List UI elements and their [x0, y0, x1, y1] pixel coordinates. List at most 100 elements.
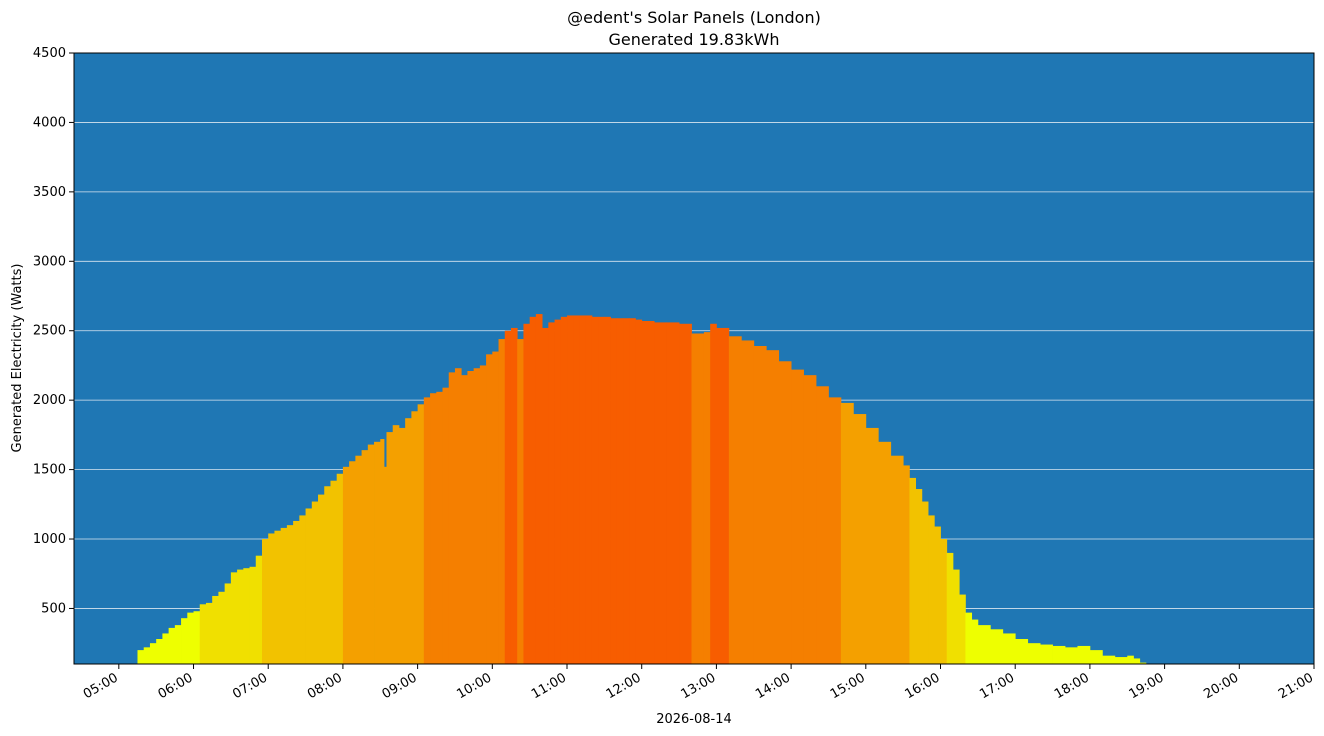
- generation-bar: [311, 501, 319, 664]
- generation-bar: [940, 539, 948, 664]
- y-tick-label: 2500: [33, 324, 66, 339]
- generation-bar: [1089, 650, 1103, 664]
- generation-bar: [654, 322, 668, 664]
- x-tick-label: 07:00: [230, 670, 270, 702]
- x-tick-label: 11:00: [529, 670, 569, 702]
- generation-bar: [567, 315, 574, 664]
- generation-bar: [205, 602, 213, 664]
- generation-bar: [741, 340, 755, 664]
- generation-bar: [156, 639, 163, 664]
- generation-bar: [187, 612, 194, 664]
- generation-bar: [361, 450, 369, 664]
- generation-bar: [199, 604, 207, 664]
- y-tick-label: 1000: [33, 532, 66, 547]
- generation-bar: [890, 455, 904, 664]
- generation-bar: [928, 515, 935, 664]
- generation-bar: [386, 432, 394, 664]
- x-tick-label: 21:00: [1276, 670, 1316, 702]
- generation-bar: [610, 318, 618, 664]
- generation-bar: [349, 461, 356, 664]
- generation-bar: [623, 318, 630, 664]
- generation-bar: [330, 480, 338, 664]
- generation-bar: [816, 386, 829, 664]
- generation-bar: [286, 525, 294, 664]
- generation-bar: [143, 647, 151, 664]
- generation-bar: [1052, 645, 1066, 664]
- generation-bar: [1077, 645, 1091, 664]
- x-tick-label: 14:00: [753, 670, 793, 702]
- generation-bar: [1027, 643, 1041, 664]
- generation-bar: [990, 629, 1004, 664]
- generation-bar: [977, 625, 991, 664]
- generation-bar: [946, 552, 954, 664]
- generation-bar: [1114, 657, 1128, 664]
- generation-bar: [448, 372, 456, 664]
- generation-bar: [442, 387, 450, 664]
- generation-bar: [367, 444, 375, 664]
- generation-bar: [324, 486, 331, 664]
- generation-bar: [523, 323, 531, 664]
- generation-bar: [461, 375, 468, 664]
- generation-bar: [766, 350, 780, 664]
- generation-bar: [384, 466, 387, 664]
- y-axis: 500 1000 1500 2000 2500 3000 3500 4000 4500: [33, 46, 74, 616]
- generation-bar: [498, 339, 506, 664]
- generation-bar: [293, 520, 300, 664]
- y-tick-label: 500: [41, 601, 66, 616]
- y-axis-label: Generated Electricity (Watts): [10, 264, 25, 453]
- generation-bar: [342, 466, 350, 664]
- generation-bar: [504, 330, 512, 664]
- generation-bar: [405, 418, 412, 664]
- x-tick-label: 20:00: [1201, 670, 1241, 702]
- x-tick-label: 12:00: [604, 670, 644, 702]
- generation-bar: [1127, 655, 1134, 664]
- generation-bar: [423, 397, 431, 664]
- x-tick-label: 16:00: [903, 670, 943, 702]
- generation-bar: [703, 332, 711, 664]
- generation-bar: [635, 319, 643, 664]
- y-tick-label: 2000: [33, 393, 66, 408]
- generation-bar: [398, 427, 406, 664]
- generation-bar: [803, 375, 817, 664]
- y-tick-label: 3000: [33, 254, 66, 269]
- y-tick-label: 1500: [33, 463, 66, 478]
- y-tick-label: 4000: [33, 115, 66, 130]
- generation-bar: [716, 327, 730, 664]
- generation-bar: [591, 316, 599, 664]
- generation-bar: [274, 530, 282, 664]
- generation-bar: [959, 594, 966, 664]
- generation-bar: [554, 319, 562, 664]
- generation-bar: [666, 322, 680, 664]
- generation-bar: [318, 494, 325, 664]
- x-tick-label: 15:00: [828, 670, 868, 702]
- generation-bar: [492, 351, 499, 664]
- generation-bar: [909, 477, 917, 664]
- generation-bar: [454, 368, 462, 664]
- generation-bar: [486, 354, 493, 664]
- generation-bar: [542, 327, 549, 664]
- generation-bar: [430, 393, 437, 664]
- generation-bar: [641, 321, 655, 664]
- generation-bar: [268, 533, 275, 664]
- generation-bar: [261, 539, 269, 664]
- generation-bar: [193, 611, 201, 664]
- generation-bar: [965, 612, 973, 664]
- generation-bar: [971, 619, 979, 664]
- generation-bar: [535, 314, 543, 664]
- x-tick-label: 09:00: [380, 670, 420, 702]
- generation-bar: [479, 365, 487, 664]
- generation-bar: [853, 414, 867, 664]
- generation-bar: [598, 316, 605, 664]
- chart-subtitle: Generated 19.83kWh: [609, 30, 780, 49]
- generation-bar: [237, 569, 244, 664]
- generation-bar: [710, 323, 717, 664]
- generation-bar: [411, 411, 419, 664]
- x-tick-label: 06:00: [156, 670, 196, 702]
- x-axis-label: 2026-08-14: [656, 712, 732, 727]
- generation-bar: [828, 397, 842, 664]
- x-tick-label: 08:00: [305, 670, 345, 702]
- generation-bar: [952, 569, 960, 664]
- x-tick-label: 18:00: [1052, 670, 1092, 702]
- generation-bar: [181, 618, 188, 664]
- y-tick-label: 3500: [33, 185, 66, 200]
